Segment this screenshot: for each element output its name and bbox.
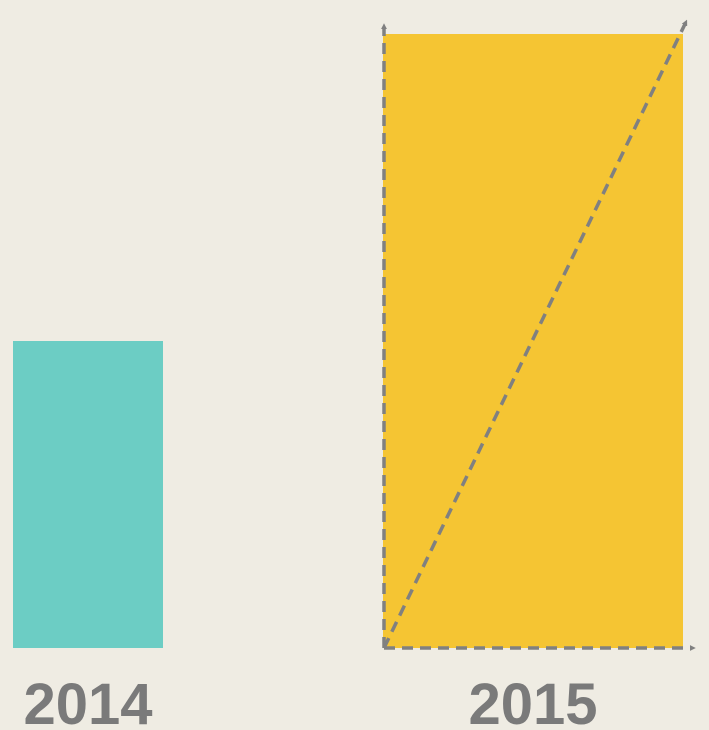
arrows xyxy=(381,19,696,651)
bar xyxy=(383,34,683,648)
bar xyxy=(13,341,163,648)
category-label: 2014 xyxy=(23,672,152,730)
category-label: 2015 xyxy=(468,672,597,730)
diagonal-arrow xyxy=(382,19,688,649)
